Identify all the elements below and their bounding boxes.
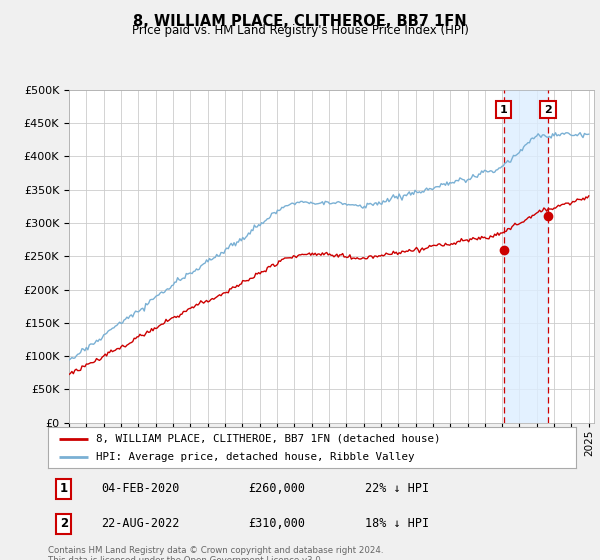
- Text: HPI: Average price, detached house, Ribble Valley: HPI: Average price, detached house, Ribb…: [95, 452, 414, 462]
- Text: £260,000: £260,000: [248, 482, 305, 495]
- Text: 2: 2: [60, 517, 68, 530]
- Text: Contains HM Land Registry data © Crown copyright and database right 2024.
This d: Contains HM Land Registry data © Crown c…: [48, 546, 383, 560]
- Text: 22-AUG-2022: 22-AUG-2022: [101, 517, 179, 530]
- Text: 8, WILLIAM PLACE, CLITHEROE, BB7 1FN: 8, WILLIAM PLACE, CLITHEROE, BB7 1FN: [133, 14, 467, 29]
- Text: 22% ↓ HPI: 22% ↓ HPI: [365, 482, 429, 495]
- Text: £310,000: £310,000: [248, 517, 305, 530]
- Text: 8, WILLIAM PLACE, CLITHEROE, BB7 1FN (detached house): 8, WILLIAM PLACE, CLITHEROE, BB7 1FN (de…: [95, 433, 440, 444]
- Text: 1: 1: [60, 482, 68, 495]
- Text: 18% ↓ HPI: 18% ↓ HPI: [365, 517, 429, 530]
- Text: 1: 1: [500, 105, 508, 115]
- Text: 04-FEB-2020: 04-FEB-2020: [101, 482, 179, 495]
- Text: 2: 2: [544, 105, 552, 115]
- Bar: [504, 90, 548, 423]
- Text: Price paid vs. HM Land Registry's House Price Index (HPI): Price paid vs. HM Land Registry's House …: [131, 24, 469, 37]
